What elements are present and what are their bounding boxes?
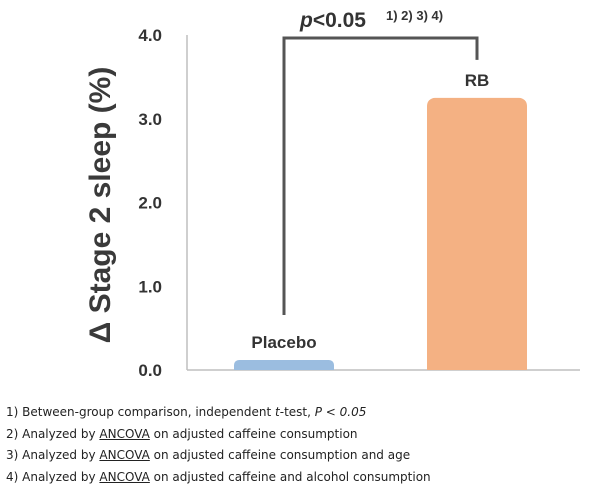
footnote-text: Analyzed by bbox=[22, 448, 100, 462]
footnote-text: on adjusted caffeine consumption and age bbox=[149, 448, 411, 462]
footnote-text: Between-group comparison, independent bbox=[22, 405, 276, 419]
italic-text: P < 0.05 bbox=[314, 405, 367, 419]
footnote-number: 4) bbox=[6, 469, 23, 484]
y-tick-label: 2.0 bbox=[138, 194, 162, 213]
y-tick-label: 3.0 bbox=[138, 110, 162, 129]
significance-footnote-refs: 1) 2) 3) 4) bbox=[386, 8, 443, 23]
footnote-number: 2) bbox=[6, 426, 23, 441]
footnote-text: Analyzed by bbox=[22, 426, 100, 441]
y-tick-label: 4.0 bbox=[138, 26, 162, 45]
italic-text: t bbox=[275, 405, 280, 419]
footnote: 3) Analyzed by ANCOVA on adjusted caffei… bbox=[6, 445, 586, 467]
y-axis-ticks: 0.0 1.0 2.0 3.0 4.0 bbox=[138, 26, 162, 380]
method-term: ANCOVA bbox=[99, 426, 150, 441]
method-term: ANCOVA bbox=[99, 469, 150, 484]
significance-label: p<0.05 bbox=[299, 9, 366, 32]
footnote-text: on adjusted caffeine consumption bbox=[149, 426, 358, 441]
bar-label-rb: RB bbox=[465, 71, 490, 90]
footnote: 2) Analyzed by ANCOVA on adjusted caffei… bbox=[6, 424, 586, 446]
footnote: 4) Analyzed by ANCOVA on adjusted caffei… bbox=[6, 467, 586, 489]
bars: Placebo RB bbox=[234, 71, 527, 370]
footnote-number: 1) bbox=[6, 405, 23, 419]
footnote-text: on adjusted caffeine and alcohol consump… bbox=[149, 469, 431, 484]
bar-chart: Δ Stage 2 sleep (%) 0.0 1.0 2.0 3.0 4.0 Plac… bbox=[84, 8, 580, 380]
significance-bracket: p<0.05 1) 2) 3) 4) bbox=[282, 8, 479, 315]
bar-label-placebo: Placebo bbox=[251, 333, 316, 352]
y-axis-label: Δ Stage 2 sleep (%) bbox=[84, 67, 117, 344]
bar-placebo bbox=[234, 359, 334, 370]
method-term: ANCOVA bbox=[99, 448, 150, 462]
footnotes: 1) Between-group comparison, independent… bbox=[6, 402, 586, 488]
footnote: 1) Between-group comparison, independent… bbox=[6, 402, 586, 424]
p-symbol: p bbox=[299, 9, 313, 32]
y-tick-label: 0.0 bbox=[138, 361, 162, 380]
y-tick-label: 1.0 bbox=[138, 277, 162, 296]
p-value: <0.05 bbox=[313, 9, 366, 32]
footnote-text: -test, bbox=[279, 405, 315, 419]
footnote-text: Analyzed by bbox=[22, 469, 100, 484]
significance-line bbox=[282, 36, 479, 315]
footnote-number: 3) bbox=[6, 448, 23, 462]
bar-rb bbox=[427, 97, 527, 370]
